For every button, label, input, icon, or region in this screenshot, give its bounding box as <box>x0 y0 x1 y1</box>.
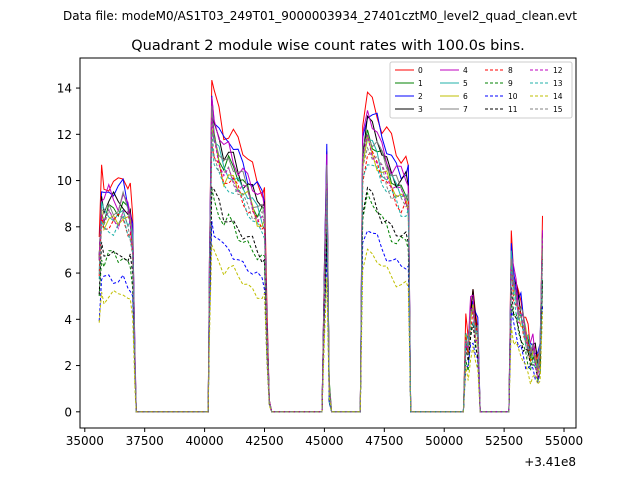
legend-label-10: 10 <box>508 92 518 101</box>
y-tick-label: 10 <box>57 174 72 188</box>
x-tick-label: 55000 <box>545 434 583 448</box>
y-tick-label: 4 <box>64 313 72 327</box>
legend-label-13: 13 <box>553 79 563 88</box>
x-tick-label: 35000 <box>66 434 104 448</box>
legend-box <box>389 61 573 119</box>
x-tick-label: 52500 <box>485 434 523 448</box>
y-tick-label: 8 <box>64 220 72 234</box>
legend-label-14: 14 <box>553 92 563 101</box>
legend-label-12: 12 <box>553 66 563 75</box>
series-line-15 <box>98 130 543 413</box>
legend-label-8: 8 <box>508 66 513 75</box>
y-tick-label: 0 <box>64 405 72 419</box>
legend-label-1: 1 <box>418 79 423 88</box>
x-axis: 35000 37500 40000 42500 45000 47500 50000 52500… <box>66 428 583 448</box>
legend-label-2: 2 <box>418 92 423 101</box>
legend-label-7: 7 <box>463 105 468 114</box>
x-tick-label: 40000 <box>186 434 224 448</box>
plot-frame <box>79 57 577 429</box>
legend-label-5: 5 <box>463 79 468 88</box>
x-tick-label: 50000 <box>425 434 463 448</box>
x-tick-label: 42500 <box>245 434 283 448</box>
legend-label-15: 15 <box>553 105 563 114</box>
legend-label-11: 11 <box>508 105 518 114</box>
x-tick-label: 45000 <box>305 434 343 448</box>
series-layer <box>98 79 543 413</box>
y-tick-label: 12 <box>57 128 72 142</box>
series-line-12 <box>98 117 543 413</box>
x-tick-label: 47500 <box>365 434 403 448</box>
y-tick-label: 14 <box>57 82 72 96</box>
y-tick-label: 6 <box>64 267 72 281</box>
series-line-14 <box>98 244 543 413</box>
y-axis: 0 2 4 6 8 10 12 14 <box>57 82 80 419</box>
legend-label-0: 0 <box>418 66 423 75</box>
x-offset-label: +3.41e8 <box>524 455 576 469</box>
y-tick-label: 2 <box>64 359 72 373</box>
legend-label-3: 3 <box>418 105 423 114</box>
chart-title: Quadrant 2 module wise count rates with … <box>131 38 525 54</box>
suptitle: Data file: modeM0/AS1T03_249T01_90000039… <box>63 9 577 23</box>
x-tick-label: 37500 <box>126 434 164 448</box>
legend-label-4: 4 <box>463 66 468 75</box>
legend-label-9: 9 <box>508 79 513 88</box>
legend-label-6: 6 <box>463 92 468 101</box>
